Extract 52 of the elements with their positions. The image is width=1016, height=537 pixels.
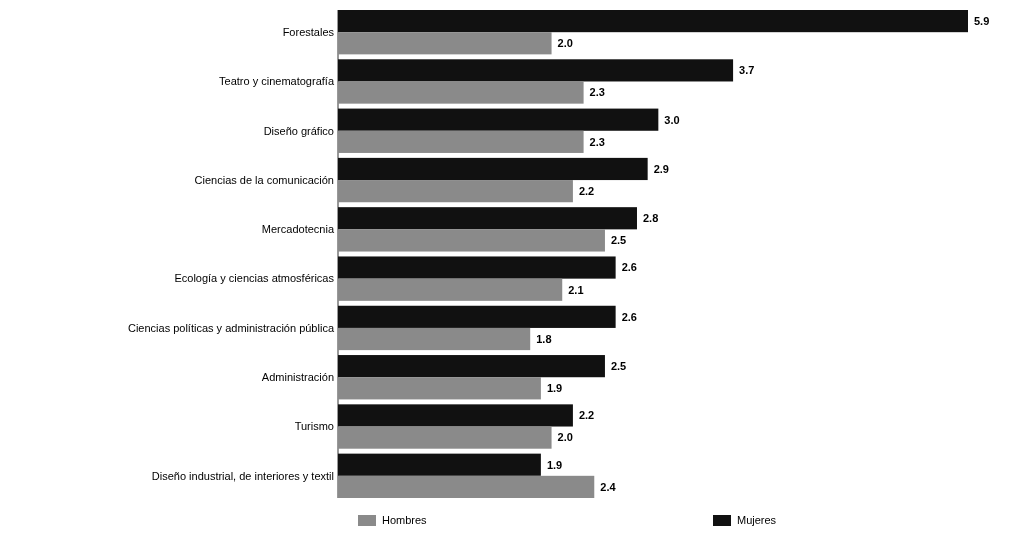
bar: [338, 377, 541, 400]
data-label: 2.0: [557, 37, 573, 50]
bar: [338, 81, 584, 104]
bar: [338, 305, 616, 328]
y-tick-label: Forestales: [282, 26, 335, 39]
data-label: 2.1: [568, 283, 584, 296]
data-label: 2.3: [589, 86, 605, 99]
bar: [338, 355, 605, 378]
bar: [338, 59, 734, 82]
data-label: 1.9: [546, 458, 563, 471]
bar: [338, 404, 573, 427]
bar: [338, 108, 659, 131]
data-label: 2.6: [621, 261, 637, 274]
y-tick-label: Mercadotecnia: [261, 223, 335, 236]
y-tick-label: Diseño gráfico: [263, 124, 334, 137]
data-label: 2.2: [578, 185, 595, 197]
y-tick-label: Diseño industrial, de interiores y textil: [151, 469, 334, 482]
legend-label: Mujeres: [737, 514, 777, 527]
y-tick-label: Teatro y cinematografía: [219, 75, 335, 88]
data-label: 2.2: [578, 409, 595, 422]
bar: [338, 207, 637, 230]
data-label: 3.7: [739, 64, 755, 77]
bar: [338, 256, 616, 279]
bar: [338, 475, 595, 498]
bar: [338, 453, 541, 476]
bar: [338, 426, 552, 449]
data-label: 1.9: [546, 382, 563, 395]
y-tick-label: Administración: [261, 371, 334, 384]
data-label: 2.3: [589, 135, 605, 148]
data-label: 5.9: [974, 14, 990, 27]
bar: [338, 130, 584, 153]
bar: [338, 229, 605, 252]
data-label: 3.0: [664, 113, 680, 126]
bar: [338, 180, 573, 203]
data-label: 2.6: [621, 310, 637, 323]
y-tick-label: Turismo: [294, 420, 334, 433]
data-label: 2.0: [557, 431, 573, 444]
data-label: 2.5: [610, 234, 627, 247]
y-tick-label: Ciencias políticas y administración pública: [127, 321, 335, 334]
bar: [338, 327, 531, 351]
y-tick-label: Ecología y ciencias atmosféricas: [174, 272, 335, 285]
bar: [338, 157, 648, 181]
bar: [338, 10, 968, 33]
bar: [338, 278, 563, 301]
data-label: 2.5: [610, 359, 627, 372]
bar: [338, 32, 552, 55]
y-tick-label: Ciencias de la comunicación: [194, 173, 334, 186]
data-label: 1.8: [536, 332, 552, 345]
data-label: 2.9: [653, 162, 669, 175]
data-label: 2.4: [600, 480, 617, 493]
data-label: 2.8: [642, 212, 659, 225]
legend-label: Hombres: [382, 514, 428, 527]
